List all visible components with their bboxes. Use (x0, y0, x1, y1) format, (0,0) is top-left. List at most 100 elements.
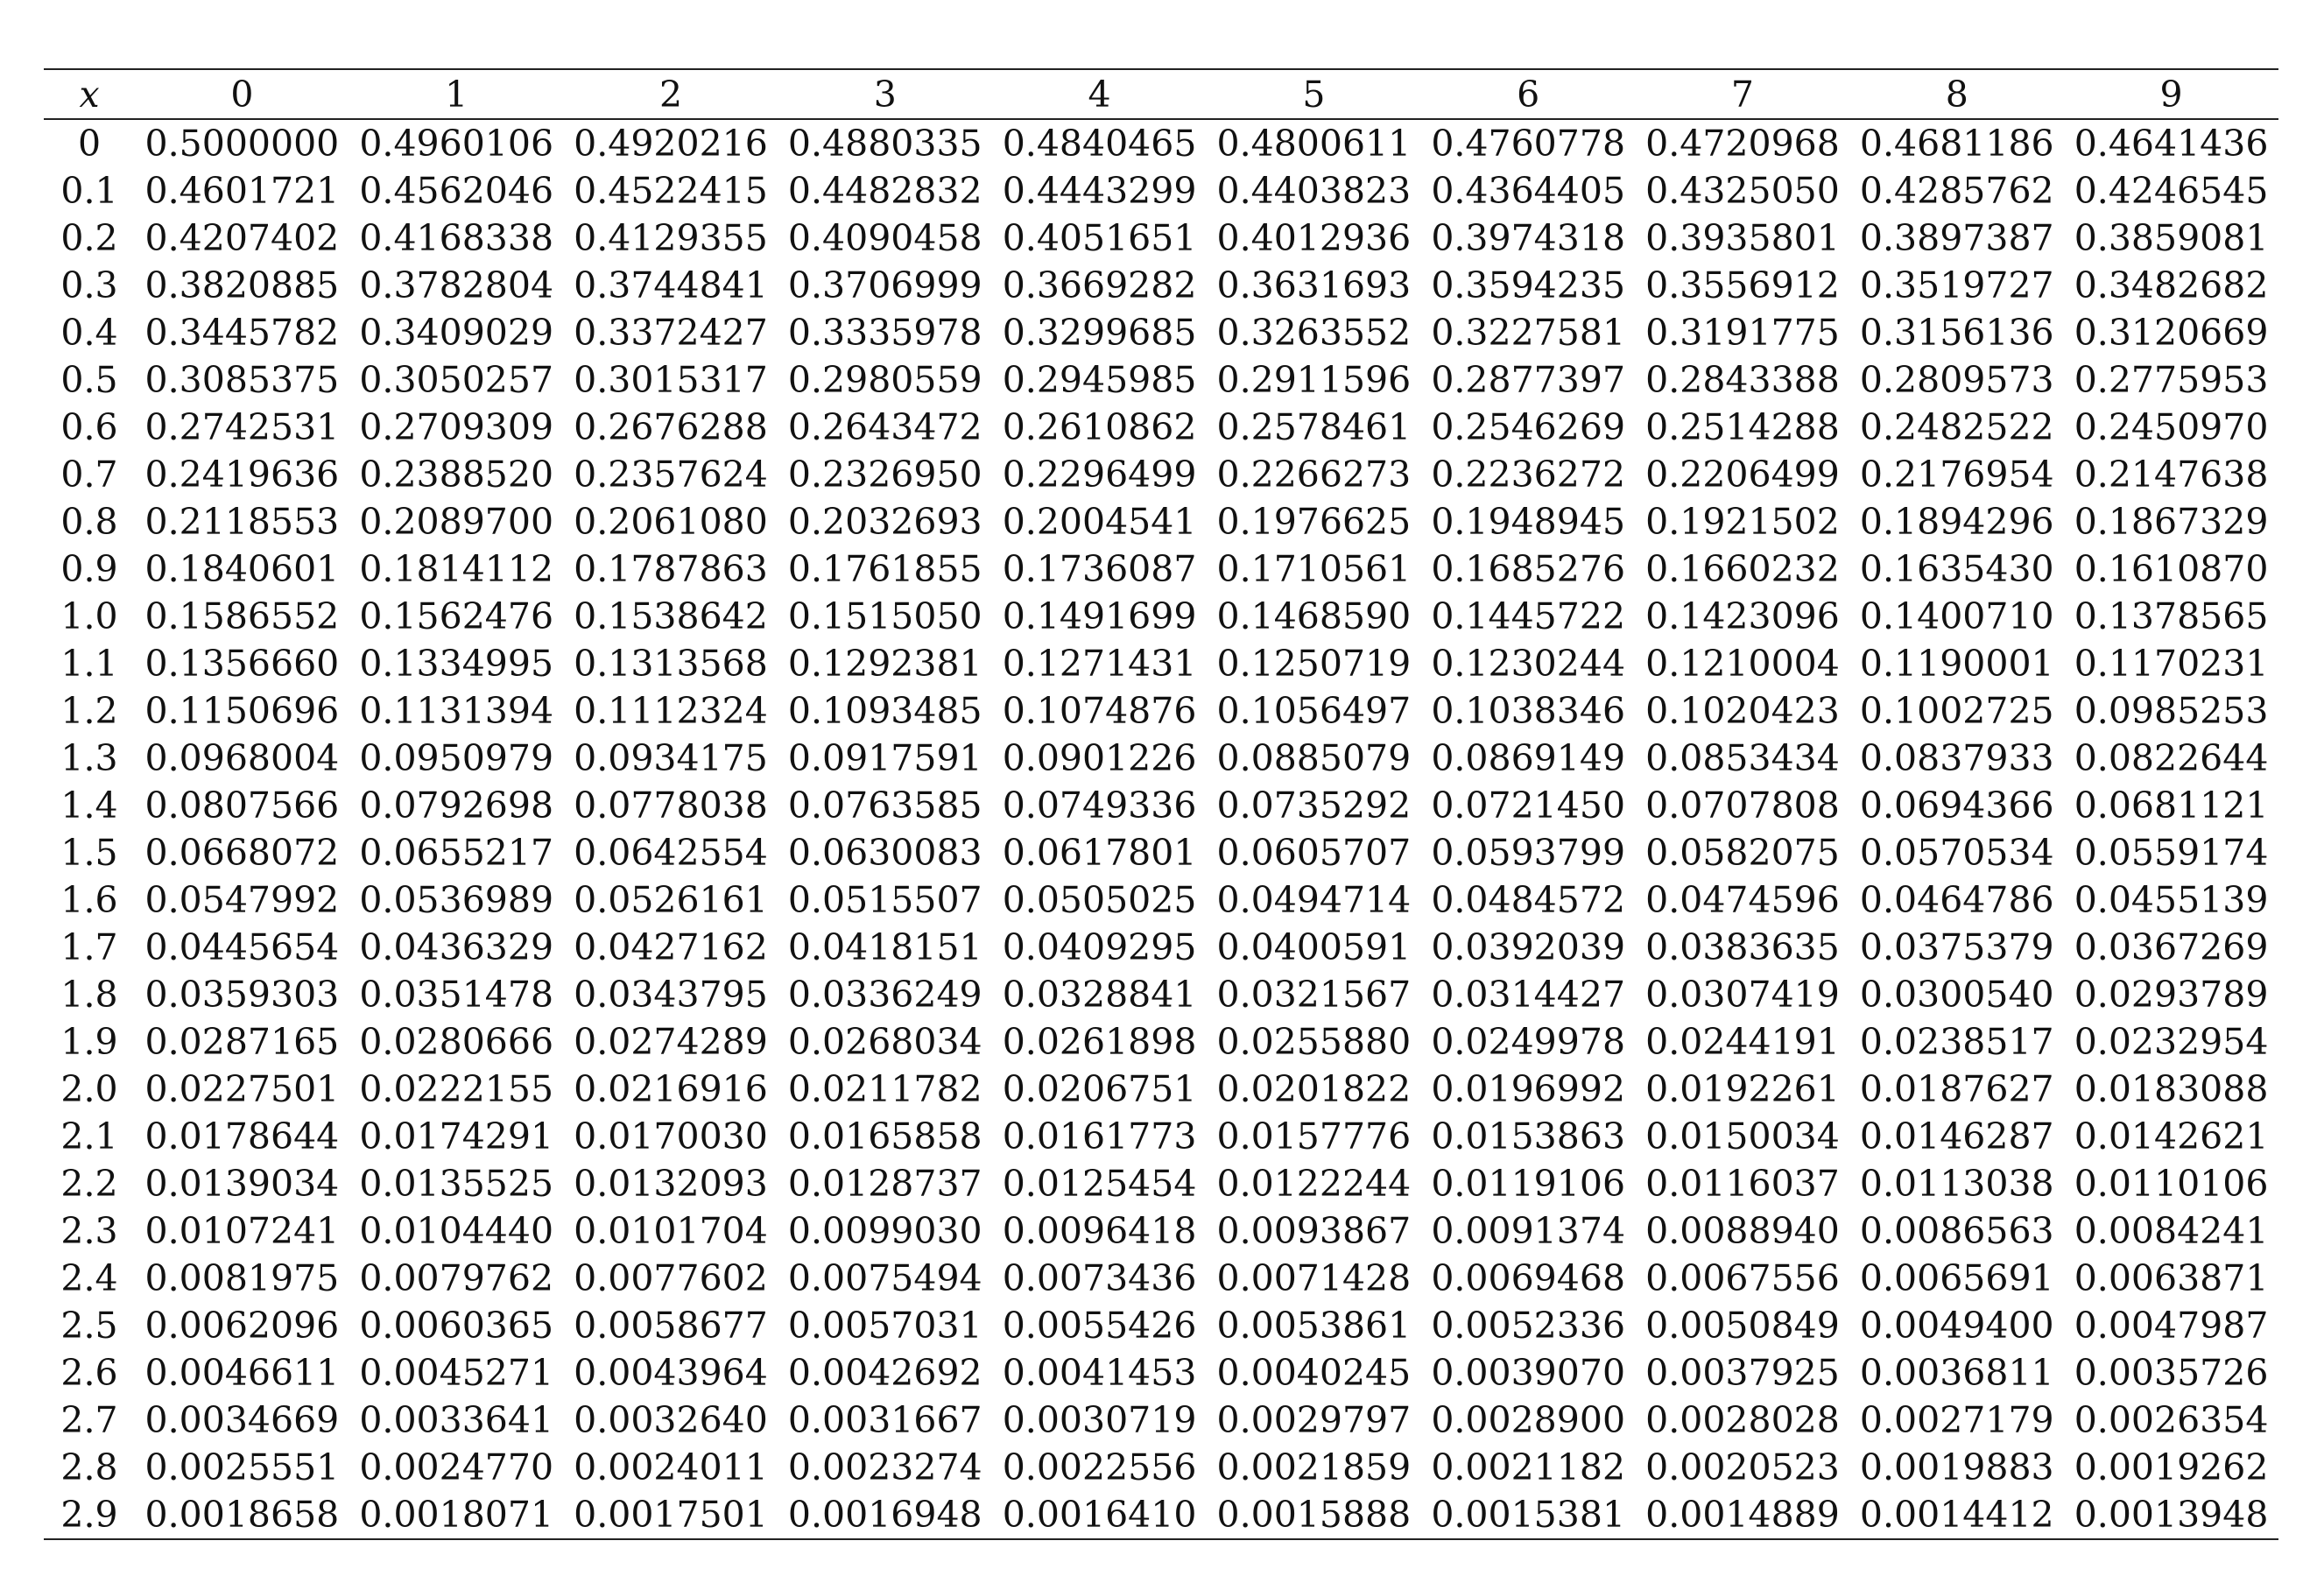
row-x-value: 0.9 (60, 548, 118, 590)
table-cell: 0.0021859 (1216, 1446, 1412, 1488)
table-cell: 0.1170231 (2074, 643, 2269, 685)
table-cell: 0.0630083 (787, 832, 982, 874)
table-cell: 0.3120669 (2074, 312, 2269, 354)
table-cell: 0.1515050 (787, 595, 982, 637)
table-cell: 0.2578461 (1216, 406, 1412, 448)
table-cell: 0.0807566 (144, 784, 340, 827)
table-cell: 0.2326950 (787, 454, 982, 496)
table-cell: 0.0045271 (359, 1352, 554, 1394)
table-cell: 0.2911596 (1216, 359, 1412, 401)
table-cell: 0.0668072 (144, 832, 340, 874)
table-cell: 0.0073436 (1002, 1257, 1197, 1299)
table-cell: 0.2643472 (787, 406, 982, 448)
table-cell: 0.1635430 (1859, 548, 2054, 590)
table-cell: 0.0917591 (787, 737, 982, 779)
table-cell: 0.3227581 (1431, 312, 1626, 354)
table-cell: 0.1660232 (1645, 548, 1840, 590)
column-header: 9 (2159, 73, 2183, 116)
row-x-value: 0 (77, 123, 102, 165)
table-cell: 0.0885079 (1216, 737, 1412, 779)
table-row: 0.8 0.2118553 0.2089700 0.2061080 0.2032693 0… (44, 498, 2278, 545)
table-cell: 0.0099030 (787, 1210, 982, 1252)
table-cell: 0.0515507 (787, 879, 982, 921)
table-cell: 0.2877397 (1431, 359, 1626, 401)
table-cell: 0.2610862 (1002, 406, 1197, 448)
table-cell: 0.0015381 (1431, 1494, 1626, 1536)
row-x-value: 0.5 (60, 359, 118, 401)
table-cell: 0.3706999 (787, 264, 982, 306)
table-cell: 0.1150696 (144, 690, 340, 732)
table-cell: 0.0053861 (1216, 1305, 1412, 1347)
table-cell: 0.0505025 (1002, 879, 1197, 921)
table-cell: 0.0211782 (787, 1068, 982, 1110)
table-cell: 0.0274289 (574, 1021, 768, 1063)
table-cell: 0.0321567 (1216, 974, 1412, 1016)
table-cell: 0.0409295 (1002, 926, 1197, 968)
table-cell: 0.3744841 (574, 264, 768, 306)
table-cell: 0.4522415 (574, 170, 768, 212)
table-cell: 0.0681121 (2074, 784, 2269, 827)
table-cell: 0.3897387 (1859, 217, 2054, 259)
table-row: 1.7 0.0445654 0.0436329 0.0427162 0.0418151 0… (44, 924, 2278, 971)
table-row: 1.1 0.1356660 0.1334995 0.1313568 0.1292381 0… (44, 640, 2278, 687)
row-x-value: 1.0 (60, 595, 118, 637)
column-header: 6 (1517, 73, 1540, 116)
table-cell: 0.1038346 (1431, 690, 1626, 732)
table-cell: 0.0107241 (144, 1210, 340, 1252)
row-x-value: 0.1 (60, 170, 118, 212)
table-cell: 0.0024770 (359, 1446, 554, 1488)
table-cell: 0.0030719 (1002, 1399, 1197, 1441)
table-cell: 0.3974318 (1431, 217, 1626, 259)
table-cell: 0.1210004 (1645, 643, 1840, 685)
x-column-header: x (79, 73, 100, 116)
table-cell: 0.1491699 (1002, 595, 1197, 637)
table-cell: 0.0418151 (787, 926, 982, 968)
table-cell: 0.0605707 (1216, 832, 1412, 874)
row-x-value: 0.3 (60, 264, 118, 306)
table-cell: 0.0582075 (1645, 832, 1840, 874)
table-row: 2.3 0.0107241 0.0104440 0.0101704 0.0099030 0… (44, 1207, 2278, 1255)
table-cell: 0.1867329 (2074, 501, 2269, 543)
table-cell: 0.0033641 (359, 1399, 554, 1441)
table-cell: 0.4168338 (359, 217, 554, 259)
table-cell: 0.3935801 (1645, 217, 1840, 259)
table-cell: 0.0022556 (1002, 1446, 1197, 1488)
table-cell: 0.0328841 (1002, 974, 1197, 1016)
table: x 0 1 2 3 4 5 6 7 8 9 0 0.5000000 0.496010… (44, 68, 2278, 1540)
table-cell: 0.2980559 (787, 359, 982, 401)
table-cell: 0.1894296 (1859, 501, 2054, 543)
table-cell: 0.2266273 (1216, 454, 1412, 496)
column-header: 4 (1088, 73, 1111, 116)
table-cell: 0.0020523 (1645, 1446, 1840, 1488)
table-cell: 0.0617801 (1002, 832, 1197, 874)
table-cell: 0.1400710 (1859, 595, 2054, 637)
table-cell: 0.0436329 (359, 926, 554, 968)
table-cell: 0.1378565 (2074, 595, 2269, 637)
table-cell: 0.1093485 (787, 690, 982, 732)
table-cell: 0.0593799 (1431, 832, 1626, 874)
table-cell: 0.0837933 (1859, 737, 2054, 779)
table-cell: 0.0853434 (1645, 737, 1840, 779)
probability-table: x 0 1 2 3 4 5 6 7 8 9 0 0.5000000 0.496010… (44, 68, 2278, 1540)
row-x-value: 0.6 (60, 406, 118, 448)
table-cell: 0.0088940 (1645, 1210, 1840, 1252)
header-row: x 0 1 2 3 4 5 6 7 8 9 (44, 69, 2278, 119)
table-cell: 0.3015317 (574, 359, 768, 401)
table-cell: 0.0227501 (144, 1068, 340, 1110)
table-cell: 0.4720968 (1645, 123, 1840, 165)
table-cell: 0.4641436 (2074, 123, 2269, 165)
table-cell: 0.4482832 (787, 170, 982, 212)
table-row: 1.8 0.0359303 0.0351478 0.0343795 0.0336249 0… (44, 971, 2278, 1018)
table-cell: 0.0778038 (574, 784, 768, 827)
table-cell: 0.1814112 (359, 548, 554, 590)
table-cell: 0.0049400 (1859, 1305, 2054, 1347)
table-cell: 0.0037925 (1645, 1352, 1840, 1394)
table-cell: 0.0031667 (787, 1399, 982, 1441)
table-cell: 0.2945985 (1002, 359, 1197, 401)
table-cell: 0.0642554 (574, 832, 768, 874)
table-cell: 0.2546269 (1431, 406, 1626, 448)
table-cell: 0.0536989 (359, 879, 554, 921)
table-row: 2.7 0.0034669 0.0033641 0.0032640 0.0031667 0… (44, 1397, 2278, 1444)
table-cell: 0.0287165 (144, 1021, 340, 1063)
table-cell: 0.1190001 (1859, 643, 2054, 685)
